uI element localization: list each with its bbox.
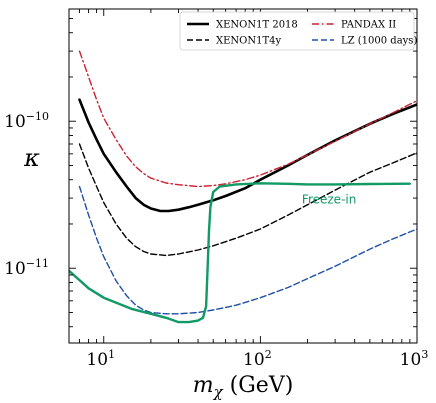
- x-tick-label: 102: [243, 348, 272, 370]
- y-axis-label: κ: [23, 144, 40, 172]
- y-tick-label: 10−10: [4, 110, 49, 132]
- series-line-xenon1t-2018: [78, 98, 417, 213]
- plot-frame: [68, 8, 418, 344]
- annotation-layer: Freeze-in: [302, 193, 356, 207]
- x-tick-label: 103: [400, 348, 429, 370]
- ticks-layer: 101 102 103 10−11 10−10: [4, 9, 428, 370]
- series-line-freeze-in: [69, 182, 411, 324]
- legend-label-pandax-ii: PANDAX II: [341, 20, 396, 31]
- legend-box: [179, 11, 415, 51]
- legend-label-lz-1000-days: LZ (1000 days): [341, 36, 417, 47]
- x-axis-label: mχ (GeV): [193, 373, 294, 401]
- legend-label-xenon1t-2018: XENON1T 2018: [216, 20, 298, 31]
- series-line-lz-1000-days: [78, 185, 417, 315]
- legend-label-xenon1t4y: XENON1T4y: [216, 36, 282, 47]
- series-layer: [69, 50, 417, 324]
- legend: XENON1T 2018 XENON1T4y PANDAX II LZ (1000 d…: [179, 11, 417, 51]
- x-tick-label: 101: [86, 348, 115, 370]
- freeze-in-annotation: Freeze-in: [302, 193, 356, 207]
- series-line-xenon1t4y: [78, 143, 417, 257]
- y-tick-label: 10−11: [4, 257, 49, 279]
- series-line-pandax-ii: [78, 50, 417, 188]
